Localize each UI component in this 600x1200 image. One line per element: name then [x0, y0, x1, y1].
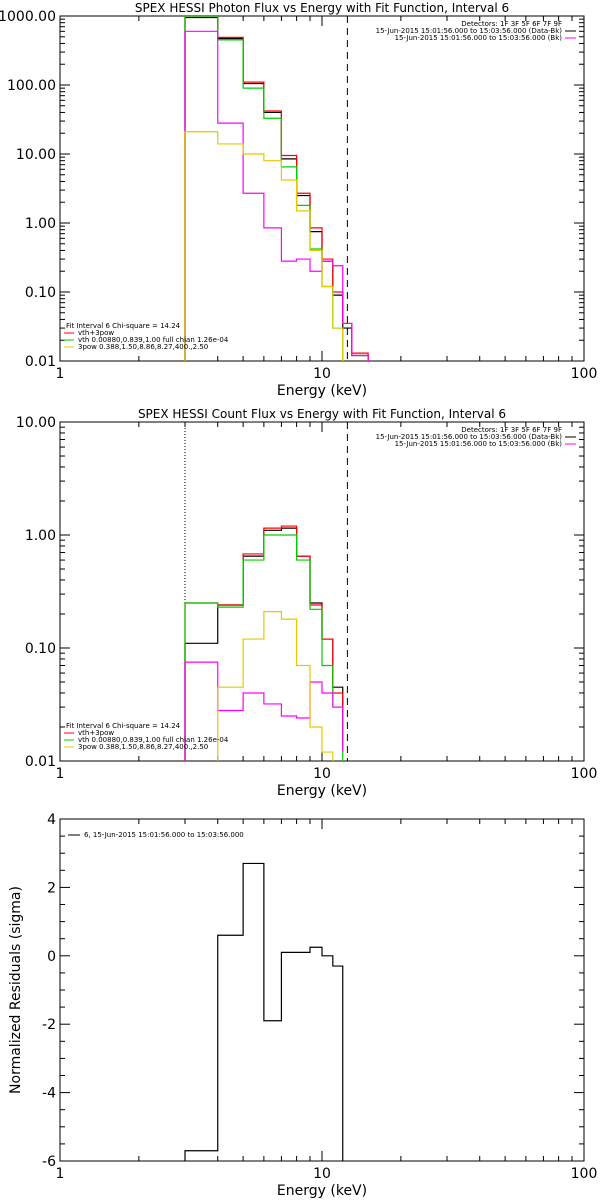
y-tick-label: 1.00 — [25, 216, 56, 232]
histogram-series-0 — [184, 862, 344, 1161]
plot-frame — [59, 818, 585, 1162]
y-tick-label: -4 — [42, 1086, 56, 1102]
y-tick-label: 2 — [47, 880, 56, 896]
residual-interval-legend: 6, 15-Jun-2015 15:01:56.000 to 15:03:56.… — [84, 831, 244, 839]
x-axis-label: Energy (keV) — [277, 783, 367, 799]
y-tick-label: 0 — [47, 949, 56, 965]
x-tick-label: 1 — [56, 1166, 65, 1182]
plot-frame — [59, 15, 585, 362]
plot-frame — [59, 421, 585, 762]
fit-interval-note: Fit Interval 6 Chi-square = 14.24 — [66, 722, 181, 730]
x-tick-label: 10 — [313, 766, 331, 782]
detectors-note: Detectors: 1F 3F 5F 6F 7F 9F — [461, 426, 562, 434]
histogram-series-3 — [184, 661, 344, 761]
histogram-series-0 — [184, 16, 369, 361]
histogram-series-1 — [184, 16, 369, 361]
y-tick-label: 0.10 — [25, 285, 56, 301]
y-tick-label: 0.01 — [25, 354, 56, 370]
bk-interval: 15-Jun-2015 15:01:56.000 to 15:03:56.000… — [395, 440, 563, 448]
y-tick-label: 4 — [47, 812, 56, 828]
residuals-panel: 1 10 100 -6 -4 -2 0 2 4 Energy (keV) Normalized Re… — [8, 812, 597, 1199]
photon-flux-panel: 1 10 100 0.01 0.10 1.00 10.00 100.00 1000.00 SPEX… — [0, 1, 597, 399]
x-tick-label: 10 — [313, 1166, 331, 1182]
y-tick-label: 0.10 — [25, 641, 56, 657]
detectors-note: Detectors: 1F 3F 5F 6F 7F 9F — [461, 20, 562, 28]
vth-params: vth 0.00880,0.839,1.00 full chian 1.26e-… — [78, 736, 229, 744]
x-tick-label: 100 — [571, 366, 598, 382]
pow-params: 3pow 0.388,1.50,8.86,8.27,400.,2.50 — [78, 743, 208, 751]
y-tick-label: 10.00 — [16, 147, 56, 163]
fit-interval-note: Fit Interval 6 Chi-square = 14.24 — [66, 322, 181, 330]
data-bk-interval: 15-Jun-2015 15:01:56.000 to 15:03:56.000… — [376, 433, 563, 441]
y-tick-label: -2 — [42, 1017, 56, 1033]
bk-interval: 15-Jun-2015 15:01:56.000 to 15:03:56.000… — [395, 34, 563, 42]
count-flux-panel: 1 10 100 0.01 0.10 1.00 10.00 SPEX HESSI Count … — [16, 407, 598, 799]
y-tick-label: -6 — [42, 1154, 56, 1170]
y-tick-label: 100.00 — [7, 78, 56, 94]
histogram-series-2 — [184, 534, 344, 761]
x-tick-label: 10 — [313, 366, 331, 382]
x-tick-label: 100 — [571, 1166, 598, 1182]
y-tick-label: 1.00 — [25, 528, 56, 544]
histogram-series-1 — [184, 525, 344, 761]
histogram-series-4 — [184, 610, 334, 761]
x-tick-label: 1 — [56, 766, 65, 782]
pow-params: 3pow 0.388,1.50,8.86,8.27,400.,2.50 — [78, 343, 208, 351]
chart-title: SPEX HESSI Photon Flux vs Energy with Fi… — [135, 1, 509, 15]
model-name: vth+3pow — [78, 729, 114, 737]
y-tick-label: 10.00 — [16, 415, 56, 431]
vth-params: vth 0.00880,0.839,1.00 full chian 1.26e-… — [78, 336, 229, 344]
x-axis-label: Energy (keV) — [277, 1183, 367, 1199]
y-axis-label: Normalized Residuals (sigma) — [8, 886, 24, 1094]
histogram-series-2 — [184, 16, 369, 361]
histogram-series-0 — [184, 527, 344, 761]
histogram-series-3 — [184, 30, 369, 361]
model-name: vth+3pow — [78, 329, 114, 337]
data-bk-interval: 15-Jun-2015 15:01:56.000 to 15:03:56.000… — [376, 27, 563, 35]
x-tick-label: 1 — [56, 366, 65, 382]
x-tick-label: 100 — [571, 766, 598, 782]
y-tick-label: 0.01 — [25, 754, 56, 770]
chart-title: SPEX HESSI Count Flux vs Energy with Fit… — [138, 407, 506, 421]
x-axis-label: Energy (keV) — [277, 383, 367, 399]
y-tick-label: 1000.00 — [0, 9, 56, 25]
histogram-series-4 — [184, 131, 369, 361]
